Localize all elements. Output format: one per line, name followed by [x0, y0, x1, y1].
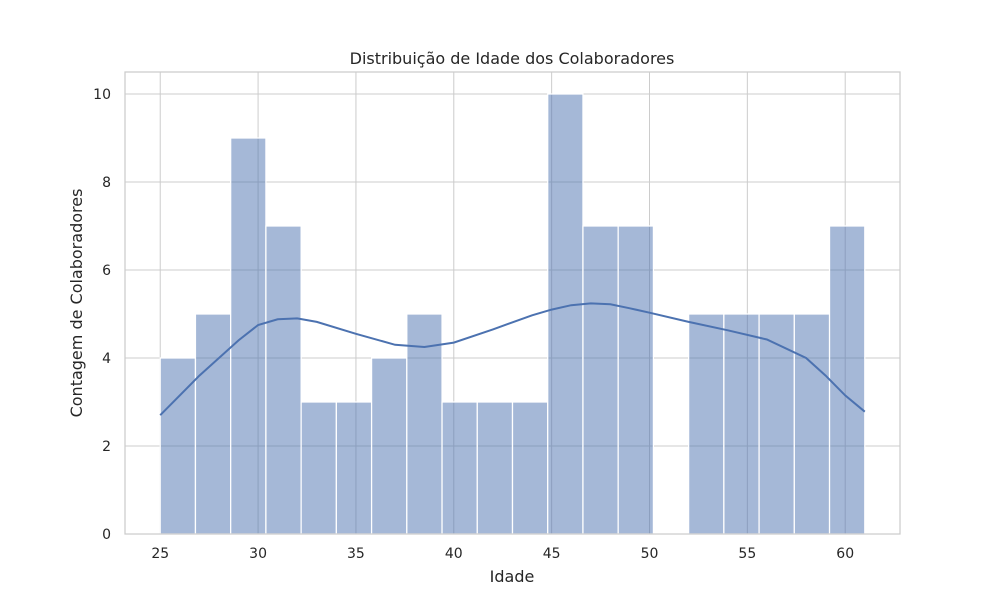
- y-axis-label: Contagem de Colaboradores: [67, 189, 86, 418]
- bar-19: [828, 225, 866, 535]
- bar-8: [441, 401, 478, 535]
- x-ticks: 25 30 35 40 45 50 55 60: [151, 546, 854, 562]
- y-tick-label-5: 10: [93, 87, 111, 103]
- x-tick-label-0: 25: [151, 546, 169, 562]
- bar-17: [758, 313, 795, 535]
- y-tick-label-3: 6: [102, 263, 111, 279]
- y-tick-label-1: 2: [102, 439, 111, 455]
- bar-18: [793, 313, 831, 535]
- y-ticks: 0 2 4 6 8 10: [93, 87, 111, 543]
- kde-curve: [159, 302, 866, 416]
- bars: [159, 93, 866, 535]
- x-axis-label: Idade: [490, 567, 535, 586]
- x-tick-label-1: 30: [249, 546, 267, 562]
- bar-15: [688, 313, 725, 535]
- x-tick-label-3: 40: [445, 546, 463, 562]
- y-tick-label-4: 8: [102, 175, 111, 191]
- x-tick-label-2: 35: [347, 546, 365, 562]
- x-tick-label-6: 55: [738, 546, 756, 562]
- y-tick-label-0: 0: [102, 527, 111, 543]
- x-tick-label-4: 45: [543, 546, 561, 562]
- bar-6: [370, 357, 408, 535]
- x-tick-label-7: 60: [836, 546, 854, 562]
- chart-title: Distribuição de Idade dos Colaboradores: [350, 49, 675, 68]
- bar-11: [547, 93, 584, 535]
- bar-2: [230, 137, 267, 535]
- bar-5: [335, 401, 373, 535]
- bar-10: [511, 401, 549, 535]
- bar-1: [194, 313, 232, 535]
- bar-16: [723, 313, 760, 535]
- plot-frame: [124, 71, 901, 535]
- x-tick-label-5: 50: [641, 546, 659, 562]
- bar-9: [476, 401, 514, 535]
- bar-12: [582, 225, 619, 535]
- bar-13: [617, 225, 655, 535]
- bar-4: [300, 401, 337, 535]
- y-tick-label-2: 4: [102, 351, 111, 367]
- bar-3: [265, 225, 302, 535]
